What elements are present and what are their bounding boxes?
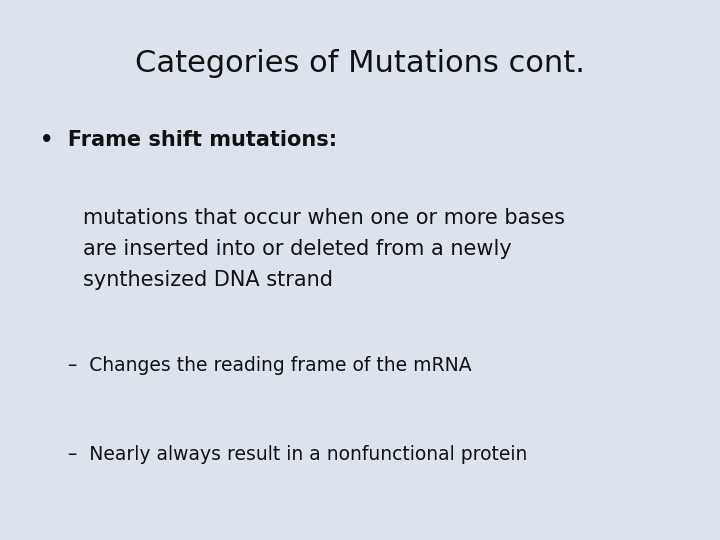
Text: mutations that occur when one or more bases
are inserted into or deleted from a : mutations that occur when one or more ba… — [83, 208, 564, 291]
Text: •  Frame shift mutations:: • Frame shift mutations: — [40, 130, 337, 150]
Text: –  Nearly always result in a nonfunctional protein: – Nearly always result in a nonfunctiona… — [68, 446, 528, 464]
Text: Categories of Mutations cont.: Categories of Mutations cont. — [135, 49, 585, 78]
Text: –  Changes the reading frame of the mRNA: – Changes the reading frame of the mRNA — [68, 356, 472, 375]
